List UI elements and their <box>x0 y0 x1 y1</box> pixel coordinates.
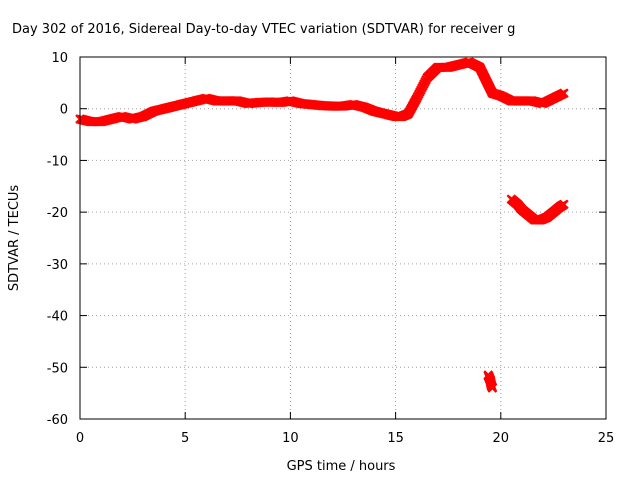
y-tick-label: -20 <box>47 206 68 221</box>
data-points <box>75 57 569 393</box>
x-axis-label: GPS time / hours <box>287 459 396 474</box>
data-series-0 <box>75 57 569 127</box>
x-tick-label: 0 <box>76 431 84 446</box>
y-tick-label: 10 <box>51 51 68 66</box>
y-tick-label: -50 <box>47 361 68 376</box>
y-axis-label: SDTVAR / TECUs <box>7 185 22 292</box>
axis-ticks: 0 5 10 15 20 25 -60 -50 -40 -30 -20 -10 0 10 <box>47 51 615 446</box>
data-series-2 <box>483 370 498 393</box>
y-tick-label: -60 <box>47 413 68 428</box>
x-tick-label: 10 <box>282 431 299 446</box>
data-point <box>487 383 498 393</box>
y-tick-label: -10 <box>47 154 68 169</box>
y-tick-label: 0 <box>60 103 68 118</box>
plot-area-frame <box>79 56 607 420</box>
data-series-1 <box>506 194 569 225</box>
x-tick-label: 20 <box>493 431 510 446</box>
data-point <box>559 88 569 98</box>
x-tick-label: 25 <box>598 431 615 446</box>
x-tick-label: 5 <box>181 431 189 446</box>
data-point <box>559 199 569 210</box>
chart-title: Day 302 of 2016, Sidereal Day-to-day VTE… <box>12 22 515 37</box>
y-tick-label: -40 <box>47 310 68 325</box>
x-tick-label: 15 <box>387 431 404 446</box>
y-tick-label: -30 <box>47 258 68 273</box>
